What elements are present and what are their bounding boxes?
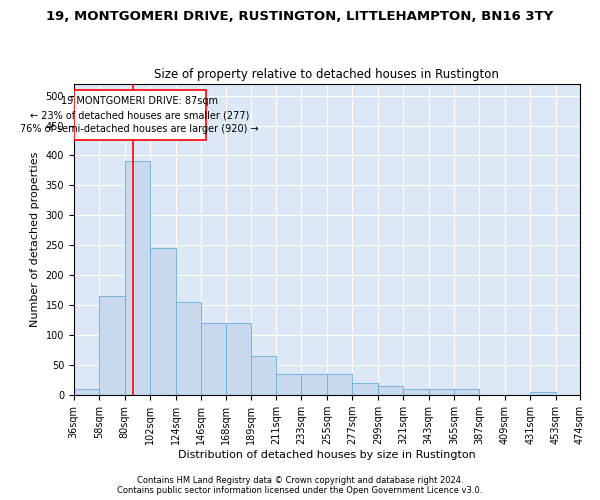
Y-axis label: Number of detached properties: Number of detached properties bbox=[30, 152, 40, 327]
Bar bbox=[276, 374, 301, 395]
Bar bbox=[176, 302, 201, 395]
Bar bbox=[428, 389, 454, 395]
Bar bbox=[378, 386, 403, 395]
Bar bbox=[403, 389, 428, 395]
Bar bbox=[99, 296, 125, 395]
FancyBboxPatch shape bbox=[74, 90, 206, 140]
X-axis label: Distribution of detached houses by size in Rustington: Distribution of detached houses by size … bbox=[178, 450, 476, 460]
Bar bbox=[530, 392, 556, 395]
Bar bbox=[150, 248, 176, 395]
Text: Contains HM Land Registry data © Crown copyright and database right 2024.
Contai: Contains HM Land Registry data © Crown c… bbox=[118, 476, 482, 495]
Bar bbox=[327, 374, 352, 395]
Title: Size of property relative to detached houses in Rustington: Size of property relative to detached ho… bbox=[154, 68, 499, 81]
Bar bbox=[226, 324, 251, 395]
Bar bbox=[454, 389, 479, 395]
Bar bbox=[301, 374, 327, 395]
Text: ← 23% of detached houses are smaller (277): ← 23% of detached houses are smaller (27… bbox=[30, 110, 250, 120]
Bar bbox=[352, 383, 378, 395]
Text: 19, MONTGOMERI DRIVE, RUSTINGTON, LITTLEHAMPTON, BN16 3TY: 19, MONTGOMERI DRIVE, RUSTINGTON, LITTLE… bbox=[46, 10, 554, 23]
Text: 19 MONTGOMERI DRIVE: 87sqm: 19 MONTGOMERI DRIVE: 87sqm bbox=[61, 96, 218, 106]
Bar bbox=[74, 389, 99, 395]
Text: 76% of semi-detached houses are larger (920) →: 76% of semi-detached houses are larger (… bbox=[20, 124, 259, 134]
Bar bbox=[125, 162, 150, 395]
Bar bbox=[201, 324, 226, 395]
Bar bbox=[251, 356, 276, 395]
